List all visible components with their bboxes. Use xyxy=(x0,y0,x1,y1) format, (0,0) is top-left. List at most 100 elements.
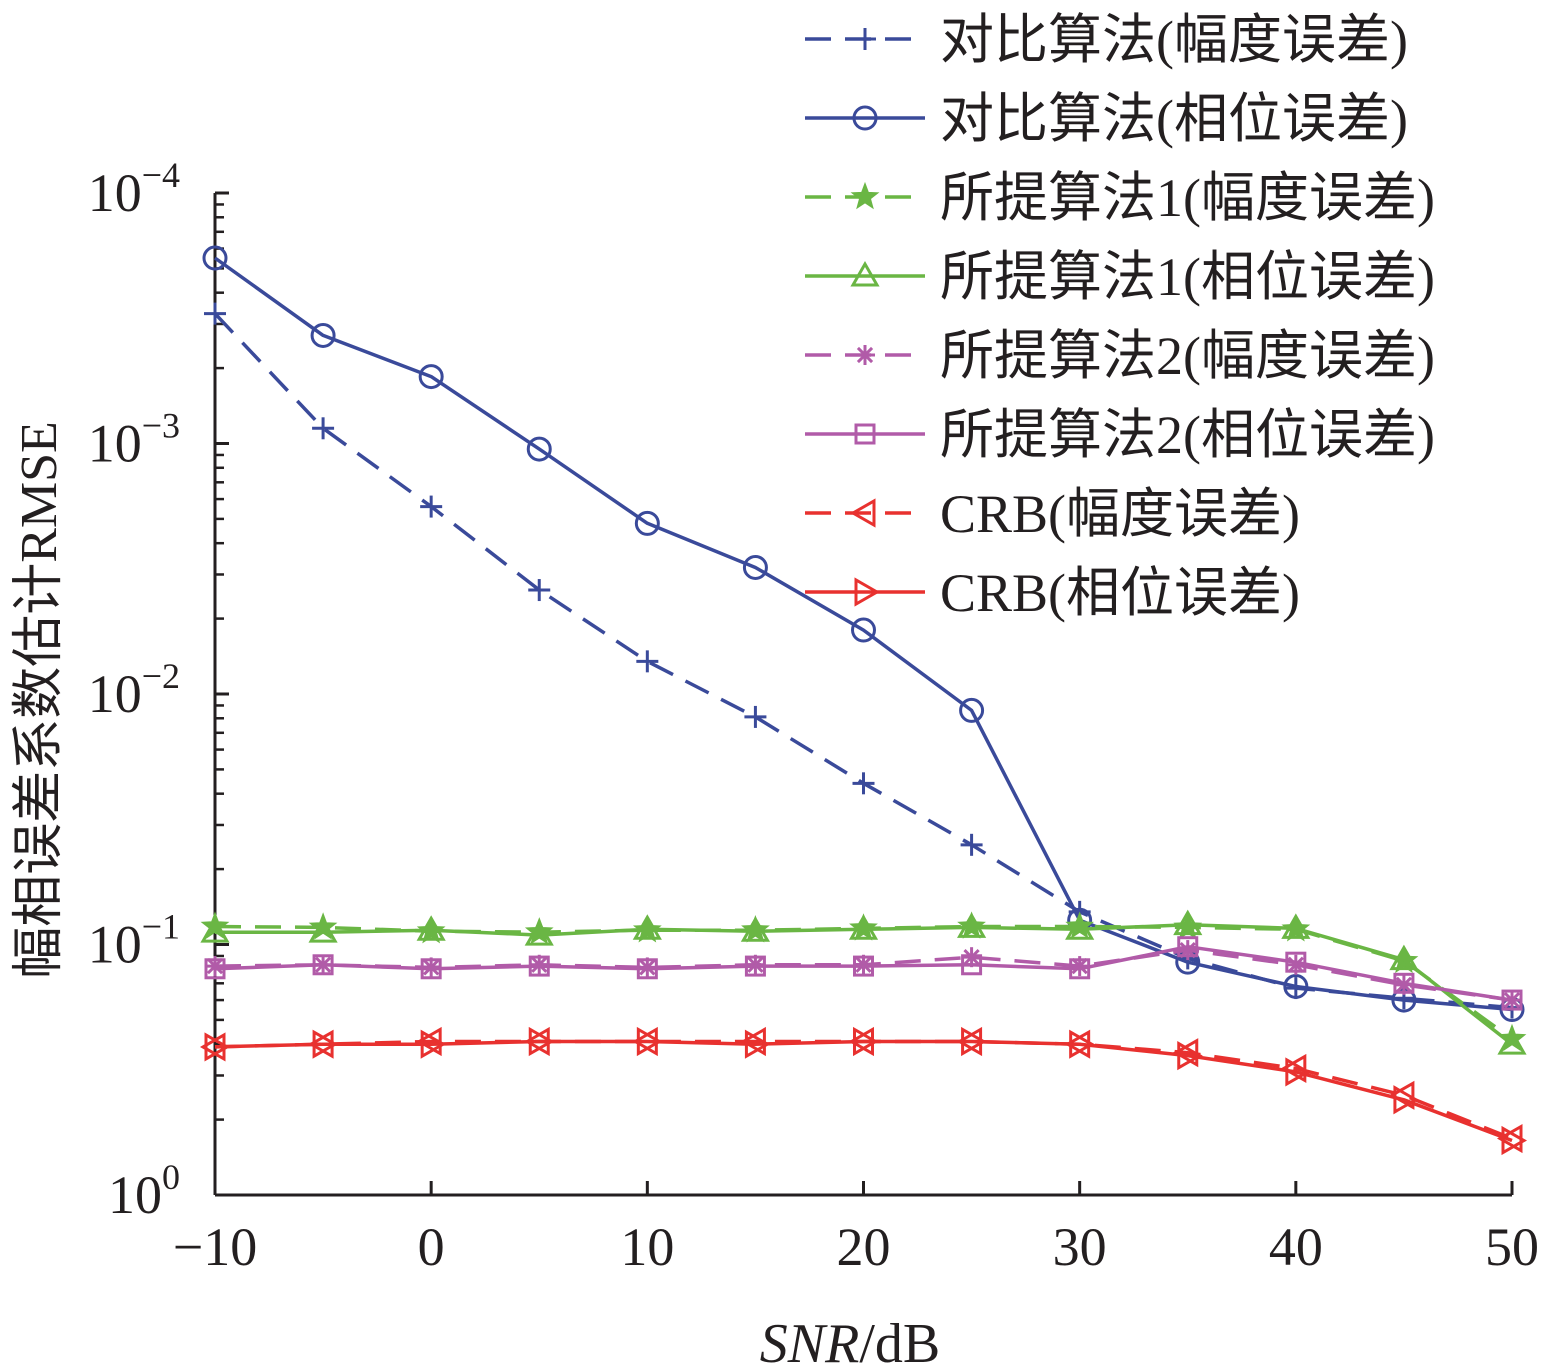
legend-entry: 所提算法2(相位误差) xyxy=(805,405,1435,465)
data-point xyxy=(1388,1080,1415,1110)
x-tick-label: 20 xyxy=(837,1217,891,1277)
legend-label: 所提算法1(幅度误差) xyxy=(940,168,1435,228)
data-point xyxy=(961,954,983,976)
data-point xyxy=(420,1029,447,1059)
series-8 xyxy=(204,1026,1528,1156)
series-line xyxy=(214,1039,1513,1143)
data-point xyxy=(1283,973,1309,999)
series-line xyxy=(213,256,1513,1012)
legend-label: 所提算法1(相位误差) xyxy=(940,247,1435,307)
data-point xyxy=(204,302,226,325)
legend-entry: 对比算法(幅度误差) xyxy=(805,10,1408,70)
plot-area xyxy=(199,245,1528,1156)
legend: 对比算法(幅度误差) 对比算法(相位误差) 所提算法1(幅度误差) 所提算法1(相位误… xyxy=(805,10,1435,623)
data-point xyxy=(312,954,334,976)
data-point xyxy=(853,955,874,977)
data-point xyxy=(961,1026,987,1057)
x-tick-label: 30 xyxy=(1053,1217,1107,1277)
legend-label: 对比算法(相位误差) xyxy=(940,89,1408,149)
data-point xyxy=(202,245,228,271)
data-point xyxy=(1280,1053,1307,1084)
legend-marker xyxy=(855,345,875,365)
data-point xyxy=(1065,911,1094,939)
legend-entry: 所提算法2(幅度误差) xyxy=(805,326,1435,386)
axes: −10 0 10 20 30 40 50 100 10−1 10−2 10−3 10−4 xyxy=(88,155,1539,1277)
y-tick-label: 100 xyxy=(108,1157,180,1225)
data-point xyxy=(204,1032,231,1062)
data-point xyxy=(1281,913,1311,939)
legend-marker xyxy=(854,423,876,445)
series-line xyxy=(214,944,1513,1002)
x-tick-label: −10 xyxy=(173,1217,257,1277)
data-point xyxy=(528,1026,555,1057)
data-point xyxy=(1501,989,1523,1011)
legend-marker xyxy=(850,260,880,287)
data-point xyxy=(744,1029,771,1059)
x-tick-label: 10 xyxy=(620,1217,674,1277)
data-point xyxy=(636,650,659,673)
data-point xyxy=(420,958,442,980)
data-point xyxy=(528,955,550,977)
y-tick-label: 10−2 xyxy=(88,656,180,724)
data-point xyxy=(634,510,660,536)
data-point xyxy=(742,554,768,580)
legend-marker xyxy=(852,105,878,131)
y-tick-label: 10−4 xyxy=(88,155,180,223)
data-point xyxy=(420,495,443,518)
data-point xyxy=(1393,972,1415,994)
legend-entry: 所提算法1(幅度误差) xyxy=(805,168,1435,228)
data-point xyxy=(852,772,875,795)
data-point xyxy=(1069,958,1091,980)
legend-label: 对比算法(幅度误差) xyxy=(940,10,1408,70)
data-point xyxy=(1285,1057,1311,1087)
series-6 xyxy=(204,936,1523,1011)
x-tick-label: 40 xyxy=(1269,1217,1323,1277)
y-tick-label: 10−3 xyxy=(88,406,180,474)
data-point xyxy=(636,1026,663,1057)
y-axis-label: 幅相误差系数估计RMSE xyxy=(11,421,68,979)
data-point xyxy=(1389,944,1419,971)
data-point xyxy=(418,364,444,390)
data-point xyxy=(1497,1029,1527,1055)
data-point xyxy=(310,322,336,348)
data-point xyxy=(528,579,551,602)
data-point xyxy=(308,917,338,943)
legend-label: 所提算法2(相位误差) xyxy=(940,405,1435,465)
data-point xyxy=(744,705,767,728)
legend-label: CRB(幅度误差) xyxy=(940,484,1300,544)
legend-label: CRB(相位误差) xyxy=(940,563,1300,623)
data-point xyxy=(956,912,987,938)
x-tick-label: 0 xyxy=(418,1217,445,1277)
data-point xyxy=(204,958,226,980)
series-line xyxy=(215,922,1514,1046)
legend-entry: CRB(相位误差) xyxy=(805,563,1300,623)
series-line xyxy=(214,1039,1513,1141)
data-point xyxy=(636,958,658,980)
legend-marker xyxy=(849,498,876,528)
data-point xyxy=(1177,936,1199,958)
data-point xyxy=(1285,951,1307,973)
series-2 xyxy=(202,245,1525,1023)
data-point xyxy=(959,697,985,723)
data-point xyxy=(848,914,879,940)
data-point xyxy=(1177,1041,1203,1071)
data-point xyxy=(744,955,766,977)
data-point xyxy=(312,1029,339,1059)
legend-marker xyxy=(850,181,880,210)
x-axis-label: SNR/dB xyxy=(760,1313,940,1368)
data-point xyxy=(1069,1029,1095,1059)
data-point xyxy=(312,417,335,440)
series-3 xyxy=(200,911,1527,1052)
data-point xyxy=(849,913,878,941)
data-point xyxy=(524,917,554,945)
legend-marker xyxy=(854,28,876,50)
x-tick-label: 50 xyxy=(1485,1217,1539,1277)
data-point xyxy=(741,915,770,943)
data-point xyxy=(1065,914,1095,940)
data-point xyxy=(526,436,552,462)
legend-label: 所提算法2(幅度误差) xyxy=(940,326,1435,386)
data-point xyxy=(1393,1085,1419,1115)
legend-marker xyxy=(854,577,881,607)
data-point xyxy=(200,917,230,943)
